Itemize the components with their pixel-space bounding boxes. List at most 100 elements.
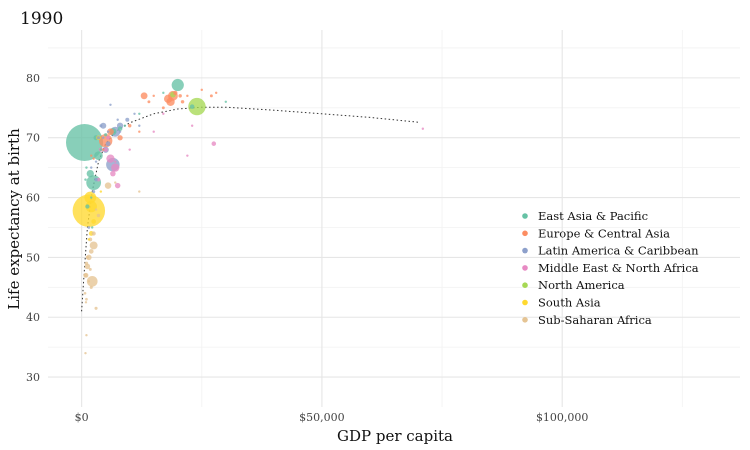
data-point (133, 112, 136, 115)
y-tick-label: 60 (26, 192, 40, 205)
legend-swatch (522, 230, 528, 237)
data-point (90, 196, 93, 199)
data-point (65, 123, 104, 162)
data-points (65, 78, 425, 355)
data-point (106, 154, 115, 163)
data-point (86, 175, 102, 190)
data-point (117, 135, 123, 141)
data-point (91, 226, 94, 229)
data-point (84, 351, 87, 355)
y-axis-title: Life expectancy at birth (5, 128, 23, 310)
data-point (91, 231, 96, 236)
data-point (162, 91, 165, 95)
legend-swatch (522, 299, 528, 306)
data-point (102, 148, 105, 151)
legend-swatch (522, 282, 528, 289)
data-point (171, 78, 184, 92)
y-tick-label: 70 (26, 132, 40, 145)
data-point (86, 275, 98, 287)
data-point (96, 213, 101, 218)
data-point (105, 141, 111, 147)
y-axis-ticks: 30 40 50 60 70 80 (26, 72, 40, 384)
legend-swatch (522, 265, 528, 271)
data-point (107, 128, 114, 136)
data-point (118, 130, 122, 133)
data-point (114, 182, 121, 189)
data-point (96, 136, 101, 140)
legend-swatch (522, 213, 528, 219)
data-point (103, 147, 108, 152)
data-point (161, 106, 165, 110)
x-axis-ticks: $0 $50,000 $100,000 (75, 411, 589, 424)
y-tick-label: 30 (26, 371, 40, 384)
data-point (85, 166, 88, 169)
data-point (163, 94, 173, 103)
data-point (86, 169, 94, 178)
data-point (116, 118, 119, 121)
data-point (100, 122, 107, 129)
legend-label: Europe & Central Asia (538, 226, 670, 240)
data-point (111, 163, 120, 172)
legend: East Asia & Pacific Europe & Central Asia… (522, 209, 699, 327)
data-point (147, 100, 151, 104)
data-point (200, 88, 203, 92)
legend-label: North America (538, 278, 625, 292)
data-point (99, 148, 103, 152)
data-point (189, 104, 195, 109)
data-point (102, 136, 105, 139)
data-point (178, 94, 182, 98)
legend-label: South Asia (538, 296, 601, 310)
data-point (94, 306, 98, 310)
data-point (85, 255, 89, 259)
data-point (94, 160, 98, 163)
data-point (138, 190, 141, 193)
data-point (84, 178, 87, 181)
data-point (94, 151, 103, 160)
data-point (90, 154, 93, 157)
data-point (152, 130, 155, 133)
data-point (84, 261, 89, 266)
data-point (140, 92, 148, 100)
data-point (224, 100, 228, 104)
data-point (104, 133, 108, 137)
data-point (106, 130, 110, 133)
data-point (83, 273, 88, 278)
data-point (84, 301, 88, 304)
data-point (186, 94, 189, 98)
data-point (85, 333, 88, 337)
data-point (85, 200, 97, 213)
data-point (138, 130, 141, 133)
data-point (88, 249, 94, 254)
data-point (94, 208, 98, 211)
y-tick-label: 40 (26, 311, 40, 324)
data-point (83, 291, 87, 295)
data-point (87, 238, 91, 241)
data-point (152, 94, 155, 98)
data-point (162, 112, 165, 116)
y-tick-label: 50 (26, 251, 40, 264)
data-point (190, 124, 194, 127)
data-point (87, 226, 91, 229)
trend-line (81, 106, 419, 312)
data-point (180, 100, 185, 104)
x-tick-label: $100,000 (536, 411, 589, 424)
data-point (125, 117, 130, 122)
data-point (89, 241, 98, 250)
x-axis-title: GDP per capita (337, 427, 453, 445)
data-point (123, 124, 127, 127)
legend-label: Latin America & Caribbean (538, 244, 699, 258)
data-point (104, 182, 112, 189)
x-tick-label: $0 (75, 411, 89, 424)
data-point (85, 204, 90, 209)
data-point (91, 219, 96, 224)
data-point (421, 127, 425, 130)
data-point (138, 124, 141, 127)
data-point (188, 97, 206, 116)
y-tick-label: 80 (26, 72, 40, 85)
legend-label: East Asia & Pacific (538, 209, 648, 223)
data-point (114, 160, 117, 163)
data-point (211, 141, 217, 146)
data-point (87, 280, 91, 283)
data-point (106, 135, 110, 140)
